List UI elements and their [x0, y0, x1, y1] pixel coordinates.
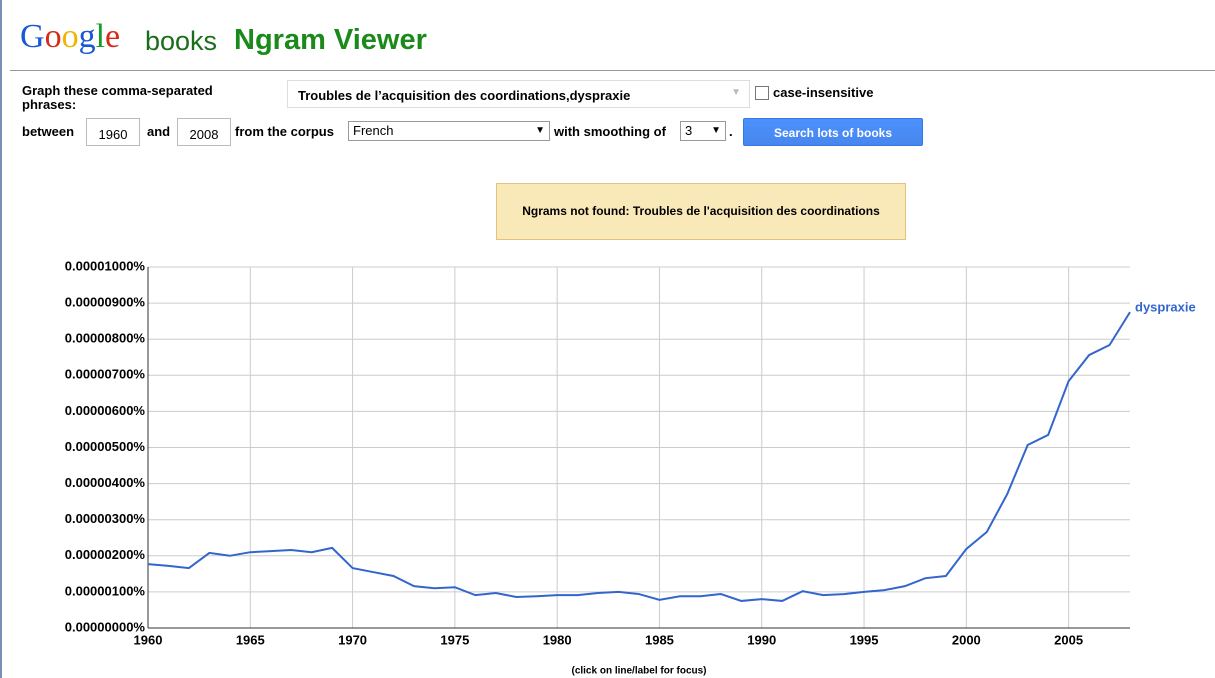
end-year: 2008 [189, 127, 219, 142]
logo-text: Google [20, 18, 120, 55]
search-button[interactable]: Search lots of books [743, 118, 923, 146]
series-label: dyspraxie [1135, 300, 1196, 315]
y-tick-label: 0.00000200% [65, 547, 146, 562]
between-label: between [22, 124, 75, 139]
footnote: (click on line/label for focus) [571, 666, 706, 677]
phrases-text: Troubles de l’acquisition des coordinati… [298, 88, 631, 103]
logo: Google [20, 18, 120, 56]
smoothing: 3 [685, 123, 693, 138]
start-year-input[interactable]: 1960 [86, 118, 140, 146]
checkbox[interactable] [755, 86, 769, 100]
x-tick-label: 1995 [850, 632, 879, 647]
x-tick-label: 2000 [952, 632, 981, 647]
smoothing-select[interactable]: 3 ▼ [680, 121, 726, 141]
y-tick-label: 0.00000100% [65, 583, 146, 598]
x-tick-label: 1970 [338, 632, 367, 647]
y-tick-label: 0.00001000% [65, 258, 146, 273]
books-label: books [145, 26, 218, 56]
notice-text: Ngrams not found: Troubles de l'acquisit… [522, 204, 880, 218]
x-tick-label: 1985 [645, 632, 674, 647]
notice: Ngrams not found: Troubles de l'acquisit… [496, 183, 906, 240]
phrases-input[interactable]: Troubles de l’acquisition des coordinati… [287, 80, 750, 108]
y-tick-label: 0.00000400% [65, 475, 146, 490]
x-tick-label: 1960 [134, 632, 163, 647]
x-tick-label: 2005 [1054, 632, 1083, 647]
corpus: French [353, 123, 394, 138]
dropdown-arrow: ▼ [711, 125, 721, 136]
logo-letter: e [105, 18, 121, 55]
start-year: 1960 [98, 127, 128, 142]
phrases-label: Graph these comma-separated phrases: [22, 83, 213, 112]
end-year-input[interactable]: 2008 [177, 118, 231, 146]
logo-letter: G [20, 18, 45, 55]
header-rule [10, 70, 1215, 71]
series-line [147, 311, 1131, 602]
y-tick-label: 0.00000500% [65, 439, 146, 454]
y-tick-label: 0.00000600% [65, 403, 146, 418]
y-tick-label: 0.00000900% [65, 295, 146, 310]
period: . [729, 124, 733, 139]
corpus-select[interactable]: French ▼ [348, 121, 550, 141]
logo-letter: o [61, 18, 79, 55]
logo-letter: o [44, 18, 62, 55]
y-tick-label: 0.00000300% [65, 511, 146, 526]
corpus-label: from the corpus [235, 124, 334, 139]
y-tick-label: 0.00000800% [65, 331, 146, 346]
logo-letter: l [95, 18, 106, 55]
dropdown-arrow: ▼ [535, 125, 545, 136]
x-tick-label: 1965 [236, 632, 265, 647]
y-tick-label: 0.00000700% [65, 367, 146, 382]
app-title: Ngram Viewer [234, 24, 427, 56]
smoothing-label: with smoothing of [554, 124, 666, 139]
logo-letter: g [78, 18, 96, 55]
dropdown-arrow: ▼ [731, 87, 741, 98]
x-tick-label: 1990 [747, 632, 776, 647]
x-tick-label: 1980 [543, 632, 572, 647]
y-tick-label: 0.00000000% [65, 619, 146, 634]
and-label: and [147, 124, 171, 139]
checkbox-label: case-insensitive [773, 85, 874, 100]
x-tick-label: 1975 [440, 632, 469, 647]
